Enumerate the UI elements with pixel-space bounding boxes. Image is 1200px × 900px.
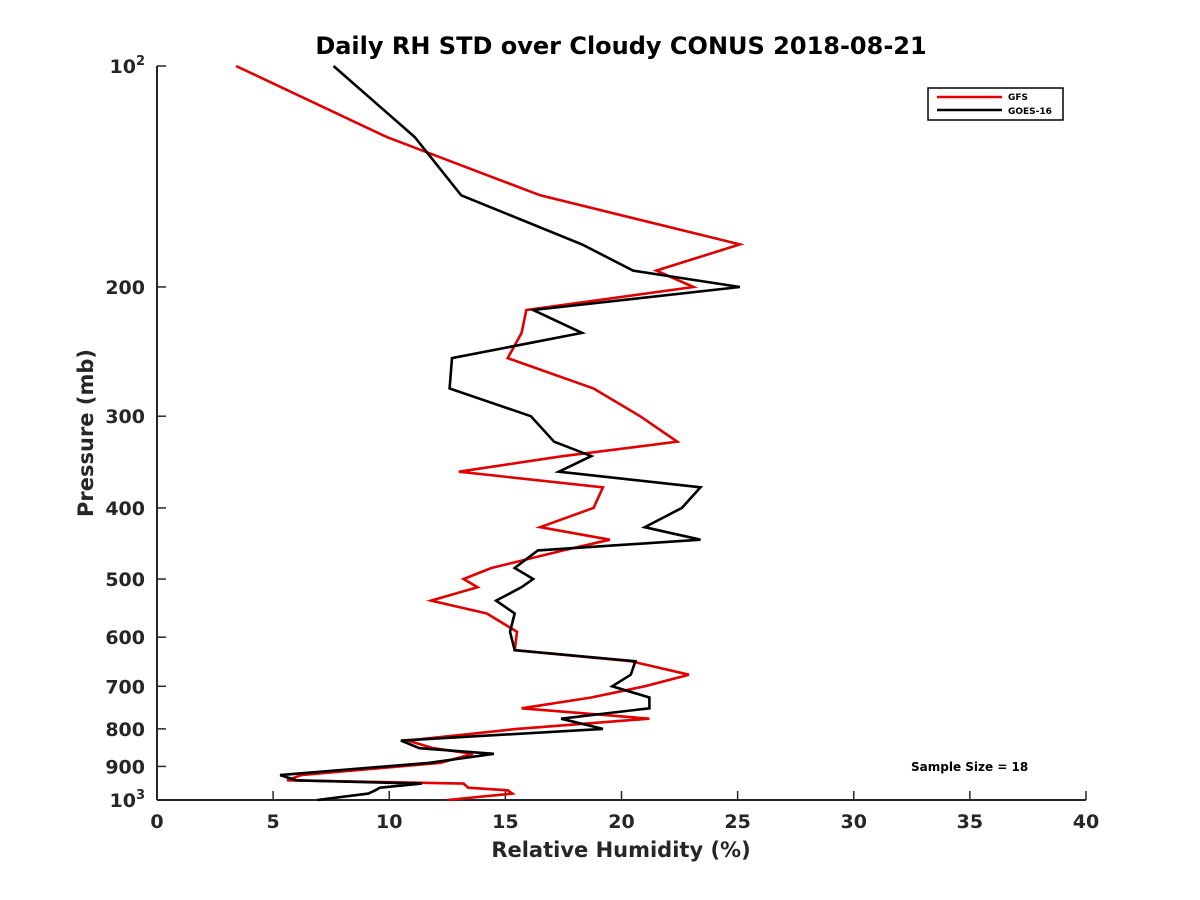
y-tick-label: 103 (110, 788, 146, 812)
x-tick-label: 5 (267, 811, 280, 833)
legend-box (927, 87, 1064, 121)
x-tick-label: 40 (1073, 811, 1099, 833)
x-tick-label: 35 (957, 811, 983, 833)
y-tick-label: 600 (105, 627, 145, 649)
legend-label-goes-16: GOES-16 (1008, 107, 1052, 117)
series-line-gfs (235, 64, 745, 802)
y-tick-base: 10 (110, 56, 136, 78)
y-tick-exponent: 3 (136, 788, 145, 803)
series-layer (235, 64, 745, 802)
y-tick-label: 400 (105, 498, 145, 520)
x-ticks: 0 5 10 15 20 25 30 35 40 (150, 791, 1099, 833)
x-tick-label: 20 (608, 811, 634, 833)
y-tick-base: 10 (110, 790, 136, 812)
y-tick-label: 800 (105, 719, 145, 741)
legend-label-gfs: GFS (1008, 93, 1028, 103)
chart-title: Daily RH STD over Cloudy CONUS 2018-08-2… (315, 32, 926, 60)
y-axis-label: Pressure (mb) (74, 349, 98, 517)
x-tick-label: 10 (376, 811, 402, 833)
series-line-goes-16 (279, 65, 741, 802)
y-tick-exponent: 2 (136, 54, 145, 69)
y-tick-label: 700 (105, 676, 145, 698)
y-tick-label: 102 (110, 54, 146, 78)
x-tick-label: 25 (724, 811, 750, 833)
y-tick-label: 300 (105, 406, 145, 428)
sample-size-annotation: Sample Size = 18 (911, 760, 1028, 774)
y-tick-label: 900 (105, 756, 145, 778)
y-tick-label: 200 (105, 277, 145, 299)
x-axis-label: Relative Humidity (%) (491, 838, 750, 862)
y-tick-label: 500 (105, 569, 145, 591)
x-tick-label: 15 (492, 811, 518, 833)
legend: GFS GOES-16 (927, 87, 1064, 121)
x-tick-label: 0 (150, 811, 163, 833)
x-tick-label: 30 (841, 811, 867, 833)
